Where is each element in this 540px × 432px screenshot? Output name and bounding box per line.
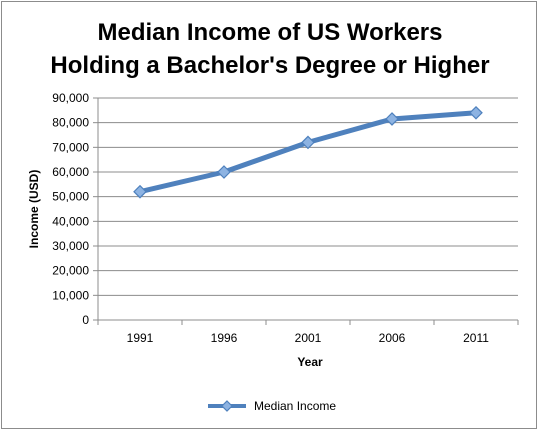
x-tick-label: 2006 [379, 331, 406, 345]
legend: Median Income [208, 399, 336, 413]
x-tick-label: 1996 [211, 331, 238, 345]
data-point-marker [217, 165, 231, 179]
gridlines [98, 97, 518, 296]
x-tick-label: 2001 [295, 331, 322, 345]
x-axis-ticks: 1991 1996 2001 2006 2011 [97, 320, 519, 345]
y-tick-label: 40,000 [52, 214, 89, 228]
chart-title-line-2: Holding a Bachelor's Degree or Higher [50, 52, 490, 79]
y-tick-label: 0 [82, 313, 89, 327]
y-tick-label: 20,000 [52, 264, 89, 278]
y-tick-label: 10,000 [52, 288, 89, 302]
x-tick-label: 2011 [463, 331, 489, 345]
legend-marker [221, 400, 233, 412]
data-point-marker [133, 184, 147, 199]
y-axis-label: Income (USD) [27, 170, 41, 249]
data-point-marker [469, 105, 483, 120]
legend-label: Median Income [254, 399, 336, 413]
x-tick-label: 1991 [127, 331, 154, 345]
y-tick-label: 70,000 [52, 140, 89, 154]
y-tick-label: 50,000 [52, 190, 89, 204]
y-tick-label: 30,000 [52, 239, 89, 253]
chart-title-line-1: Median Income of US Workers [97, 19, 443, 46]
data-point-marker [385, 112, 399, 126]
series-line [137, 110, 479, 195]
y-tick-label: 80,000 [52, 116, 89, 130]
y-tick-label: 60,000 [52, 165, 89, 179]
data-point-marker [301, 135, 315, 150]
y-axis-ticks: 0 10,000 20,000 30,000 40,000 50,000 60,000 70,… [52, 91, 98, 327]
y-tick-label: 90,000 [52, 91, 89, 105]
axes [97, 98, 518, 321]
chart-title: Median Income of US Workers Holding a Ba… [0, 16, 540, 82]
series-group [133, 105, 483, 199]
x-axis-label: Year [297, 355, 323, 369]
